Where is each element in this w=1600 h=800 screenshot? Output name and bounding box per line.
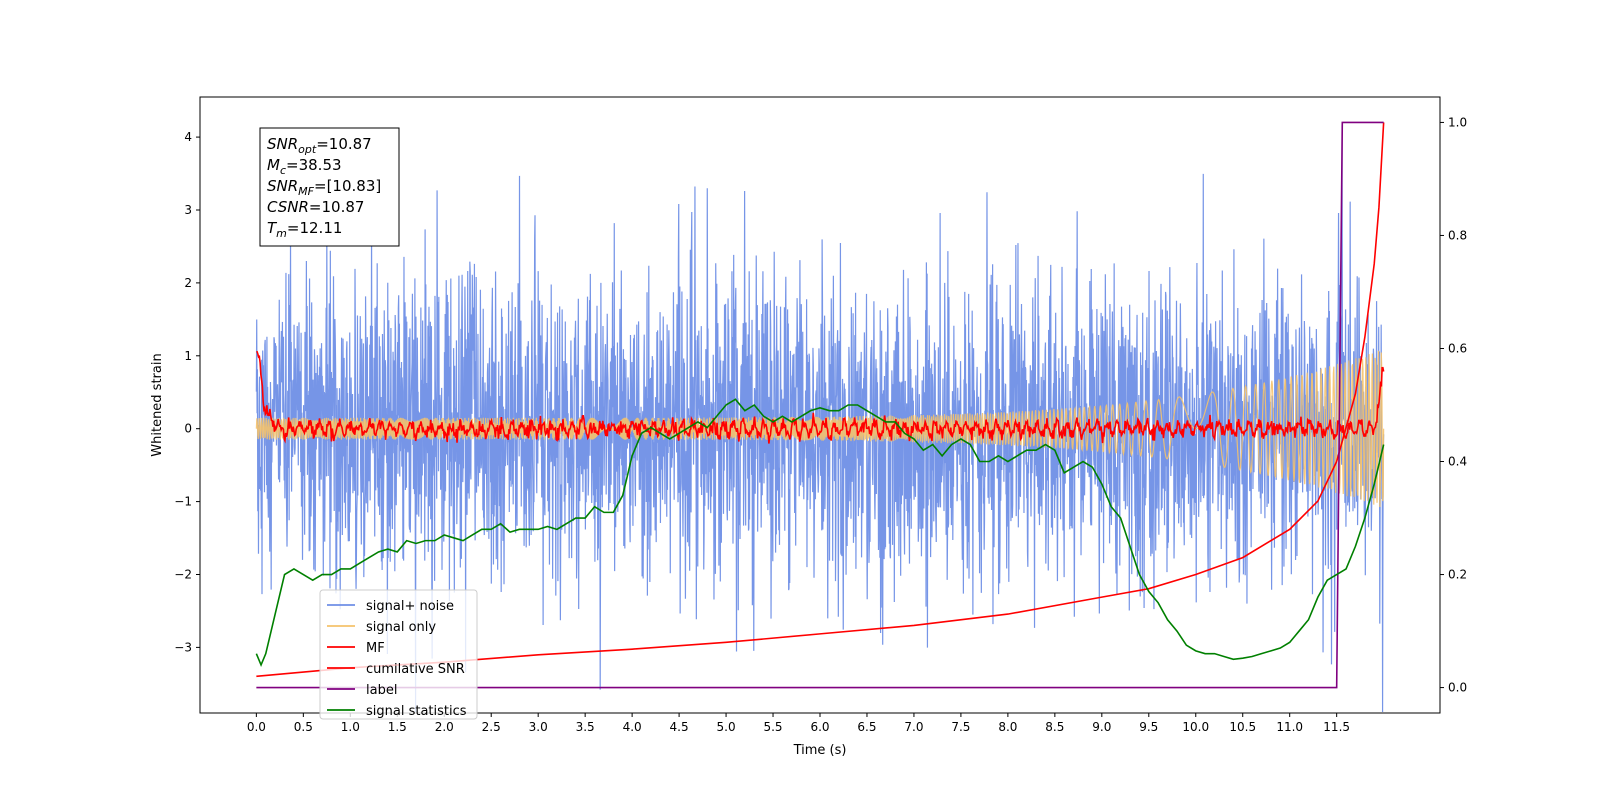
y2-tick-label: 1.0 [1448, 115, 1467, 129]
x-tick-label: 4.5 [670, 720, 689, 734]
y-tick-label: 4 [184, 130, 192, 144]
legend: signal+ noise signal only MF cumilative SNR… [319, 589, 478, 720]
x-tick-label: 8.0 [998, 720, 1017, 734]
x-tick-label: 4.0 [623, 720, 642, 734]
y2-tick-label: 0.4 [1448, 455, 1467, 469]
y-tick-label: 3 [184, 203, 192, 217]
x-tick-label: 9.0 [1092, 720, 1111, 734]
y-tick-label: 1 [184, 349, 192, 363]
y-tick-label: 2 [184, 276, 192, 290]
stats-line: Tm=12.11 [267, 219, 342, 240]
y2-tick-label: 0.2 [1448, 568, 1467, 582]
series-signal-statistics [255, 398, 1385, 668]
x-tick-label: 5.0 [717, 720, 736, 734]
y2-tick-label: 0.0 [1448, 681, 1467, 695]
y-tick-label: −1 [174, 495, 192, 509]
y-tick-label: −3 [174, 640, 192, 654]
x-tick-label: 3.0 [529, 720, 548, 734]
x-tick-label: 11.0 [1276, 720, 1303, 734]
x-tick-label: 6.0 [810, 720, 829, 734]
legend-label-signal-noise: signal+ noise [366, 599, 454, 614]
y-tick-label: −2 [174, 567, 192, 581]
plot-area [255, 121, 1385, 713]
x-tick-label: 2.0 [435, 720, 454, 734]
y2-tick-label: 0.8 [1448, 228, 1467, 242]
legend-label-mf: MF [366, 641, 385, 656]
x-tick-label: 10.5 [1229, 720, 1256, 734]
x-tick-label: 7.0 [904, 720, 923, 734]
series-label [256, 121, 1384, 689]
y-axis-label: Whitened strain [150, 353, 165, 456]
x-tick-label: 5.5 [763, 720, 782, 734]
x-tick-label: 0.0 [247, 720, 266, 734]
series-cumilative-snr [256, 122, 1385, 678]
stats-line: Mc=38.53 [267, 156, 342, 177]
y-tick-label: 0 [184, 422, 192, 436]
x-tick-label: 10.0 [1182, 720, 1209, 734]
legend-label-label: label [366, 683, 397, 698]
stats-line: CSNR=10.87 [267, 198, 364, 216]
x-tick-label: 7.5 [951, 720, 970, 734]
x-tick-label: 11.5 [1323, 720, 1350, 734]
x-tick-label: 8.5 [1045, 720, 1064, 734]
legend-label-cumilative-snr: cumilative SNR [366, 662, 465, 677]
x-tick-label: 2.5 [482, 720, 501, 734]
stats-annotation: SNRopt=10.87Mc=38.53SNRMF=[10.83]CSNR=10… [259, 127, 400, 247]
legend-frame [319, 589, 478, 720]
legend-label-signal-statistics: signal statistics [366, 704, 467, 719]
x-tick-label: 0.5 [294, 720, 313, 734]
series-signal-only [255, 350, 1385, 508]
series-mf [256, 350, 1385, 444]
x-tick-label: 1.5 [388, 720, 407, 734]
legend-label-signal-only: signal only [366, 620, 436, 635]
x-tick-label: 3.5 [576, 720, 595, 734]
stats-line: SNRMF=[10.83] [267, 177, 381, 198]
axes: 0.0 0.5 1.0 1.5 2.0 2.5 3.0 3.5 4.0 4.5 5.0 5.5 6.0 6… [174, 115, 1467, 734]
stats-annotation-frame [259, 127, 400, 247]
stats-line: SNRopt=10.87 [267, 135, 372, 156]
x-axis-label: Time (s) [793, 743, 847, 758]
y2-tick-label: 0.6 [1448, 341, 1467, 355]
x-tick-label: 9.5 [1139, 720, 1158, 734]
x-tick-label: 1.0 [341, 720, 360, 734]
x-tick-label: 6.5 [857, 720, 876, 734]
